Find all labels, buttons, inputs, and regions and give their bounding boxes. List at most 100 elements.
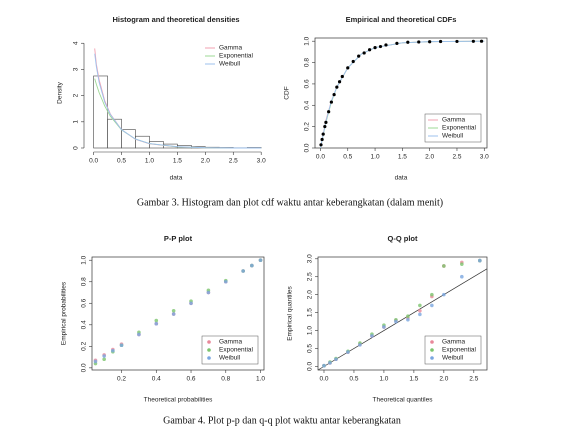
x-tick-label: 1.0: [379, 376, 388, 383]
point: [137, 332, 141, 337]
ecdf-point: [340, 74, 344, 79]
x-tick-label: 0.0: [89, 158, 98, 165]
ecdf-point: [384, 43, 388, 47]
plot-frame: [317, 256, 488, 371]
histogram-bar: [107, 118, 122, 149]
point: [358, 343, 362, 347]
ecdf-point: [368, 48, 372, 52]
point: [189, 301, 193, 306]
ecdf-point: [479, 39, 484, 43]
x-tick-label: 0.8: [221, 376, 230, 383]
y-tick-label: 1.0: [304, 36, 311, 45]
point: [370, 334, 374, 338]
legend-label: Exponential: [442, 125, 477, 132]
x-tick-label: 1.5: [398, 154, 407, 161]
point: [382, 325, 386, 329]
x-tick-label: 1.5: [409, 376, 418, 383]
ecdf-point: [362, 51, 366, 55]
point: [241, 269, 245, 273]
legend-swatch: [207, 356, 211, 360]
legend-label: Gamma: [219, 45, 243, 52]
chart-title: Empirical and theoretical CDFs: [346, 15, 457, 24]
point: [418, 309, 422, 313]
legend-label: Weibull: [219, 61, 241, 68]
legend-box: [201, 335, 259, 365]
legend-label: Weibull: [442, 355, 464, 362]
legend-swatch: [207, 340, 211, 344]
point: [111, 348, 115, 353]
reference-line: [317, 268, 488, 371]
density-curve: [94, 53, 262, 149]
y-axis-label: CDF: [284, 86, 291, 99]
x-tick-label: 2.0: [439, 376, 448, 383]
point: [394, 319, 398, 324]
x-tick-label: 0.0: [319, 376, 328, 383]
legend-swatch: [207, 348, 211, 352]
x-tick-label: 0.0: [316, 154, 325, 161]
legend-label: Weibull: [219, 355, 241, 362]
ecdf-point: [346, 66, 350, 70]
legend-swatch: [430, 340, 434, 344]
point: [154, 318, 159, 323]
x-tick-label: 0.5: [343, 154, 352, 161]
x-tick-label: 2.5: [452, 154, 461, 161]
point: [406, 314, 410, 318]
y-tick-label: 1.0: [307, 326, 314, 335]
legend-swatch: [430, 356, 434, 360]
x-axis-label: Theoretical quantiles: [373, 397, 434, 404]
ecdf-point: [351, 59, 355, 64]
y-tick-label: 1.5: [307, 308, 314, 317]
legend-label: Weibull: [442, 133, 464, 140]
y-tick-label: 0.8: [81, 277, 88, 286]
y-tick-label: 3: [73, 67, 80, 71]
y-tick-label: 0.4: [81, 320, 88, 329]
ecdf-point: [321, 132, 325, 136]
point: [171, 312, 176, 316]
legend-swatch: [430, 348, 434, 352]
plot-frame: [91, 256, 265, 371]
ecdf-point: [327, 110, 331, 114]
chart-title: P-P plot: [164, 234, 193, 243]
ecdf-point: [438, 39, 443, 44]
y-tick-label: 0.2: [81, 341, 88, 350]
x-tick-label: 1.0: [145, 158, 154, 165]
x-axis-label: Theoretical probabilities: [144, 397, 213, 404]
ecdf-point: [378, 44, 383, 49]
x-tick-label: 0.5: [349, 376, 358, 383]
point: [442, 264, 446, 268]
ecdf-point: [335, 85, 339, 89]
ecdf-point: [395, 41, 399, 45]
y-tick-label: 0.6: [304, 79, 311, 88]
y-tick-label: 2: [73, 93, 80, 97]
point: [418, 303, 422, 308]
legend-label: Gamma: [219, 339, 243, 346]
point: [223, 279, 228, 284]
x-tick-label: 1.0: [371, 154, 380, 161]
chart-title: Q-Q plot: [388, 234, 418, 243]
y-tick-label: 0.6: [81, 298, 88, 307]
y-tick-label: 0: [73, 146, 80, 150]
ecdf-point: [373, 46, 377, 50]
ecdf-point: [337, 80, 342, 84]
y-axis-label: Density: [57, 81, 64, 103]
point: [346, 350, 350, 354]
ecdf-point: [329, 100, 333, 104]
ecdf-point: [406, 40, 410, 44]
y-tick-label: 0.8: [304, 58, 311, 67]
y-tick-label: 2.0: [307, 290, 314, 299]
chart-title: Histogram and theoretical densities: [112, 15, 239, 24]
ecdf-point: [471, 39, 475, 43]
point: [334, 357, 338, 362]
ecdf-point: [319, 143, 323, 147]
point: [418, 312, 422, 317]
legend-label: Gamma: [442, 339, 466, 346]
x-axis-label: data: [170, 175, 183, 182]
point: [460, 262, 464, 266]
x-tick-label: 0.6: [187, 376, 196, 383]
point: [258, 258, 263, 263]
ecdf-point: [417, 40, 421, 44]
point: [119, 343, 124, 348]
ecdf-point: [324, 120, 328, 124]
caption: Gambar 4. Plot p-p dan q-q plot waktu an…: [163, 415, 401, 426]
